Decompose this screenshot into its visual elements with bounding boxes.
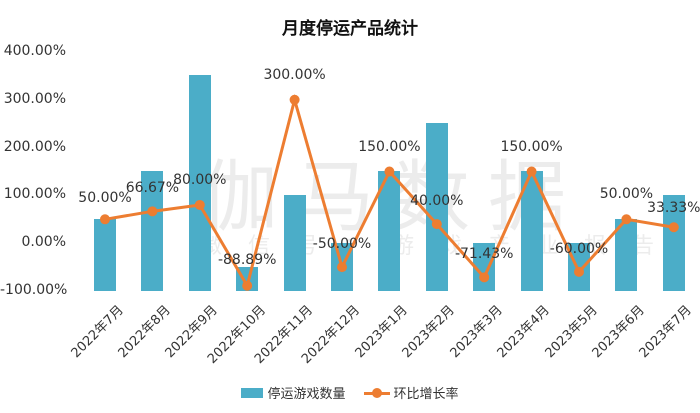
- data-label: 300.00%: [263, 66, 326, 83]
- data-label: 50.00%: [78, 190, 132, 207]
- line-marker-icon: [363, 387, 390, 398]
- bar[interactable]: [188, 75, 211, 291]
- bar-swatch-icon: [241, 387, 264, 398]
- data-label: -88.89%: [217, 251, 277, 268]
- data-point-marker[interactable]: [621, 214, 632, 225]
- data-point-marker[interactable]: [289, 94, 300, 105]
- data-label: 80.00%: [173, 171, 227, 188]
- bar[interactable]: [141, 171, 164, 291]
- data-label: -50.00%: [312, 236, 372, 253]
- legend-line-label: 环比增长率: [393, 387, 459, 402]
- bar[interactable]: [283, 195, 306, 291]
- y-tick-label: 200.00%: [3, 138, 66, 155]
- data-label: 150.00%: [500, 138, 563, 155]
- bar[interactable]: [425, 123, 448, 291]
- bar[interactable]: [473, 243, 496, 291]
- data-point-marker[interactable]: [479, 272, 490, 283]
- data-point-marker[interactable]: [337, 262, 347, 273]
- data-point-marker[interactable]: [526, 166, 537, 177]
- legend: 停运游戏数量 环比增长率: [0, 383, 700, 402]
- data-point-marker[interactable]: [431, 219, 442, 230]
- chart-title: 月度停运产品统计: [282, 19, 418, 39]
- y-tick-label: 0.00%: [21, 234, 66, 251]
- data-label: 40.00%: [410, 193, 464, 210]
- bar[interactable]: [520, 171, 543, 291]
- data-point-marker[interactable]: [384, 166, 395, 177]
- y-tick-label: 400.00%: [3, 43, 66, 59]
- y-tick-label: 300.00%: [3, 90, 66, 107]
- data-label: 50.00%: [599, 186, 654, 203]
- bar[interactable]: [94, 219, 116, 291]
- data-point-marker[interactable]: [574, 266, 584, 277]
- y-tick-label: -100.00%: [0, 282, 68, 298]
- bar[interactable]: [378, 171, 401, 291]
- legend-bar-label: 停运游戏数量: [267, 387, 346, 402]
- bar[interactable]: [236, 267, 259, 291]
- data-label: 33.33%: [647, 200, 700, 217]
- data-label: 66.67%: [125, 180, 180, 197]
- legend-item-bar[interactable]: 停运游戏数量: [241, 383, 346, 402]
- data-point-marker[interactable]: [194, 199, 205, 210]
- bar[interactable]: [662, 195, 685, 291]
- data-point-marker[interactable]: [242, 280, 253, 291]
- data-point-marker[interactable]: [100, 214, 110, 225]
- y-tick-label: 100.00%: [3, 186, 66, 203]
- data-label: -60.00%: [549, 240, 609, 257]
- data-point-marker[interactable]: [668, 222, 679, 233]
- data-label: 150.00%: [358, 138, 421, 155]
- data-label: -71.43%: [454, 246, 514, 263]
- bar[interactable]: [615, 219, 638, 291]
- legend-item-line[interactable]: 环比增长率: [363, 383, 459, 402]
- data-point-marker[interactable]: [147, 206, 158, 217]
